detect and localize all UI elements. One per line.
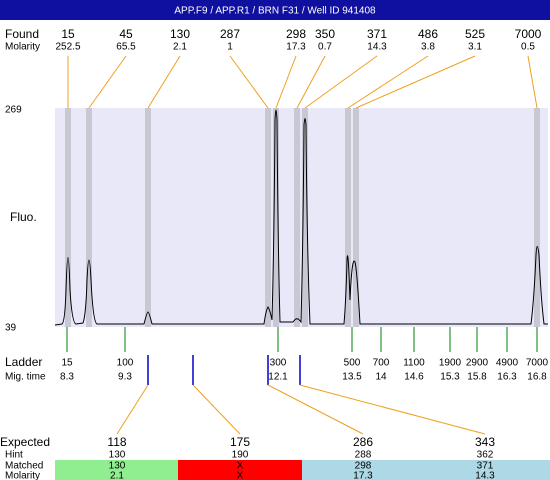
found-size: 287: [220, 27, 240, 41]
ladder-size: 15: [61, 358, 73, 369]
peak-link: [275, 55, 297, 109]
peak-link: [296, 55, 326, 109]
peak-link: [527, 55, 538, 109]
expected-size: 118: [107, 435, 126, 449]
peak-band: [273, 108, 279, 327]
expected-row-label: Expected: [0, 435, 50, 449]
peak-band: [353, 108, 359, 327]
peak-band: [302, 108, 308, 327]
found-molarity: 2.1: [173, 42, 187, 53]
expected-link: [267, 384, 364, 435]
found-size: 15: [61, 27, 75, 41]
found-molarity: 3.1: [468, 42, 482, 53]
found-molarity: 3.8: [421, 42, 435, 53]
found-molarity: 1: [227, 42, 233, 53]
ladder-size: 700: [373, 358, 390, 369]
peak-band: [534, 108, 540, 327]
peak-band: [145, 108, 151, 327]
ladder-size: 100: [117, 358, 134, 369]
ladder-size: 7000: [526, 358, 549, 369]
peak-band: [86, 108, 92, 327]
matched-molarity: X: [237, 471, 244, 480]
expected-size: 175: [230, 435, 250, 449]
ladder-size: 1900: [439, 358, 462, 369]
peak-band: [294, 108, 300, 327]
match-cell: [302, 460, 550, 480]
peak-band: [345, 108, 351, 327]
peak-link: [355, 55, 476, 109]
mig-time: 15.8: [467, 372, 487, 383]
match-cell: [55, 460, 178, 480]
found-molarity: 0.7: [318, 42, 332, 53]
mig-time: 16.3: [497, 372, 517, 383]
found-molarity: 65.5: [116, 42, 136, 53]
hint: 130: [109, 450, 126, 461]
found-label: Found: [5, 27, 39, 41]
matched-molarity: 2.1: [110, 471, 124, 480]
mig-time: 13.5: [342, 372, 362, 383]
found-size: 486: [418, 27, 438, 41]
matched: 298: [355, 461, 372, 472]
found-molarity: 0.5: [521, 42, 535, 53]
trace: [54, 109, 548, 326]
matched: 130: [109, 461, 126, 472]
ladder-size: 300: [270, 358, 287, 369]
expected-row-label: Matched: [5, 461, 43, 472]
ladder-size: 500: [344, 358, 361, 369]
axis-min: 39: [5, 323, 17, 334]
hint: 362: [477, 450, 494, 461]
expected-link: [192, 384, 241, 435]
title: APP.F9 / APP.R1 / BRN F31 / Well ID 9414…: [174, 6, 376, 17]
axis-label: Fluo.: [10, 210, 37, 224]
molarity-label: Molarity: [5, 42, 40, 53]
peak-link: [304, 55, 378, 109]
found-size: 371: [367, 27, 387, 41]
hint: 190: [232, 450, 249, 461]
mig-time: 14: [375, 372, 387, 383]
expected-link: [116, 384, 149, 435]
mig-time: 9.3: [118, 372, 132, 383]
found-size: 130: [170, 27, 190, 41]
ladder-size: 2900: [466, 358, 489, 369]
ladder-size: 4900: [496, 358, 519, 369]
peak-link: [347, 55, 429, 109]
mig-time: 8.3: [60, 372, 74, 383]
mig-time: 16.8: [527, 372, 547, 383]
axis-max: 269: [5, 105, 22, 116]
found-molarity: 17.3: [286, 42, 306, 53]
expected-link: [299, 384, 486, 435]
peak-link: [147, 55, 181, 109]
title-bar: [0, 0, 550, 20]
matched-molarity: 14.3: [475, 471, 495, 480]
found-size: 350: [315, 27, 335, 41]
found-size: 45: [119, 27, 133, 41]
matched: 371: [477, 461, 494, 472]
found-molarity: 252.5: [55, 42, 80, 53]
peak-bands: [65, 108, 540, 327]
mig-time: 14.6: [404, 372, 424, 383]
peak-link: [88, 55, 127, 109]
found-size: 7000: [515, 27, 542, 41]
expected-row-label: Molarity: [5, 471, 40, 480]
mig-time-label: Mig. time: [5, 372, 46, 383]
ladder-label: Ladder: [5, 355, 42, 369]
found-molarity: 14.3: [367, 42, 387, 53]
peak-link: [229, 55, 269, 109]
expected-size: 343: [475, 435, 495, 449]
hint: 288: [355, 450, 372, 461]
expected-size: 286: [353, 435, 373, 449]
found-size: 525: [465, 27, 485, 41]
mig-time: 15.3: [440, 372, 460, 383]
peak-band: [65, 108, 71, 327]
peak-band: [265, 108, 271, 327]
expected-row-label: Hint: [5, 450, 23, 461]
found-size: 298: [286, 27, 306, 41]
ladder-size: 1100: [403, 358, 425, 369]
match-cell: [178, 460, 302, 480]
matched: X: [237, 461, 244, 472]
matched-molarity: 17.3: [353, 471, 373, 480]
mig-time: 12.1: [268, 372, 288, 383]
